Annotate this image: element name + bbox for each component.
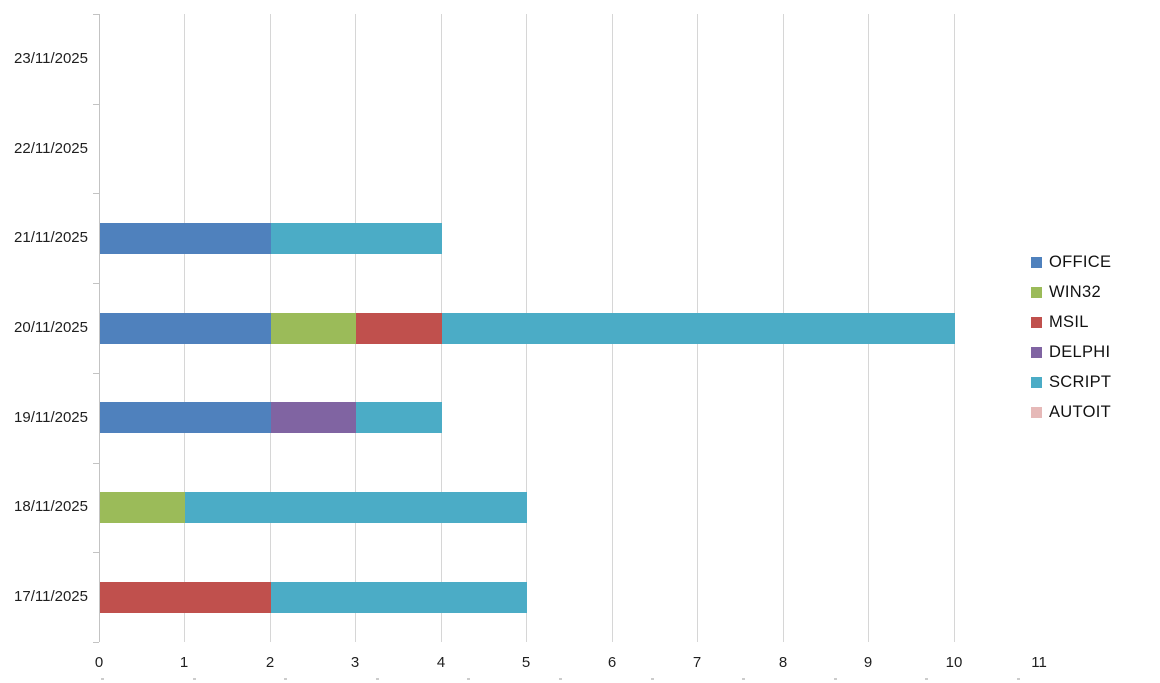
category-tick — [93, 552, 99, 553]
value-axis-tick-label: 0 — [94, 654, 104, 671]
bar-segment-script — [442, 313, 955, 344]
legend-label: AUTOIT — [1049, 402, 1111, 421]
bar-segment-msil — [100, 582, 271, 613]
date-label: 22/11/2025 — [14, 140, 88, 157]
cropped-tick — [742, 678, 745, 680]
legend-item-delphi: DELPHI — [1031, 337, 1111, 367]
category-tick — [93, 14, 99, 15]
legend-label: OFFICE — [1049, 252, 1112, 271]
value-axis-tick-label: 5 — [521, 654, 531, 671]
cropped-tick — [467, 678, 470, 680]
bar-segment-office — [100, 223, 271, 254]
category-tick — [93, 104, 99, 105]
legend-swatch-icon — [1031, 406, 1042, 418]
legend-item-office: OFFICE — [1031, 247, 1111, 277]
bar-segment-script — [356, 402, 442, 433]
bar-segment-win32 — [271, 313, 356, 344]
cropped-tick — [1017, 678, 1020, 680]
value-axis-tick-label: 7 — [692, 654, 702, 671]
chart-legend: OFFICE WIN32 MSIL DELPHI SCRIPT AUTOIT — [1031, 247, 1111, 427]
date-label: 19/11/2025 — [14, 409, 88, 426]
bar-segment-script — [271, 582, 527, 613]
cropped-tick — [651, 678, 654, 680]
legend-item-autoit: AUTOIT — [1031, 397, 1111, 427]
value-axis-tick-label: 2 — [265, 654, 275, 671]
legend-swatch-icon — [1031, 316, 1042, 328]
cropped-tick — [376, 678, 379, 680]
category-tick — [93, 463, 99, 464]
category-tick — [93, 283, 99, 284]
cropped-tick — [925, 678, 928, 680]
legend-label: MSIL — [1049, 312, 1089, 331]
legend-label: WIN32 — [1049, 282, 1101, 301]
value-axis-tick-label: 3 — [350, 654, 360, 671]
value-axis-tick-label: 10 — [945, 654, 963, 671]
bar-segment-script — [271, 223, 442, 254]
legend-item-script: SCRIPT — [1031, 367, 1111, 397]
legend-swatch-icon — [1031, 286, 1042, 298]
date-label: 17/11/2025 — [14, 588, 88, 605]
bar-segment-win32 — [100, 492, 185, 523]
cropped-tick — [101, 678, 104, 680]
date-label: 23/11/2025 — [14, 50, 88, 67]
bar-segment-delphi — [271, 402, 356, 433]
cropped-tick — [193, 678, 196, 680]
date-label: 18/11/2025 — [14, 498, 88, 515]
cropped-tick — [834, 678, 837, 680]
legend-swatch-icon — [1031, 376, 1042, 388]
bar-segment-office — [100, 402, 271, 433]
legend-swatch-icon — [1031, 256, 1042, 268]
value-axis-tick-label: 1 — [179, 654, 189, 671]
bar-segment-msil — [356, 313, 442, 344]
cropped-tick — [559, 678, 562, 680]
category-tick — [93, 193, 99, 194]
date-label: 21/11/2025 — [14, 229, 88, 246]
value-axis-tick-label: 9 — [863, 654, 873, 671]
legend-item-win32: WIN32 — [1031, 277, 1111, 307]
bar-segment-office — [100, 313, 271, 344]
category-tick — [93, 373, 99, 374]
value-axis-tick-label: 4 — [436, 654, 446, 671]
legend-swatch-icon — [1031, 346, 1042, 358]
cropped-tick — [284, 678, 287, 680]
bar-segment-script — [185, 492, 527, 523]
date-label: 20/11/2025 — [14, 319, 88, 336]
value-axis-tick-label: 11 — [1031, 654, 1047, 671]
category-axis-line — [99, 14, 100, 642]
category-tick — [93, 642, 99, 643]
legend-item-msil: MSIL — [1031, 307, 1111, 337]
value-axis-tick-label: 6 — [607, 654, 617, 671]
legend-label: SCRIPT — [1049, 372, 1112, 391]
legend-label: DELPHI — [1049, 342, 1111, 361]
value-axis-tick-label: 8 — [778, 654, 788, 671]
